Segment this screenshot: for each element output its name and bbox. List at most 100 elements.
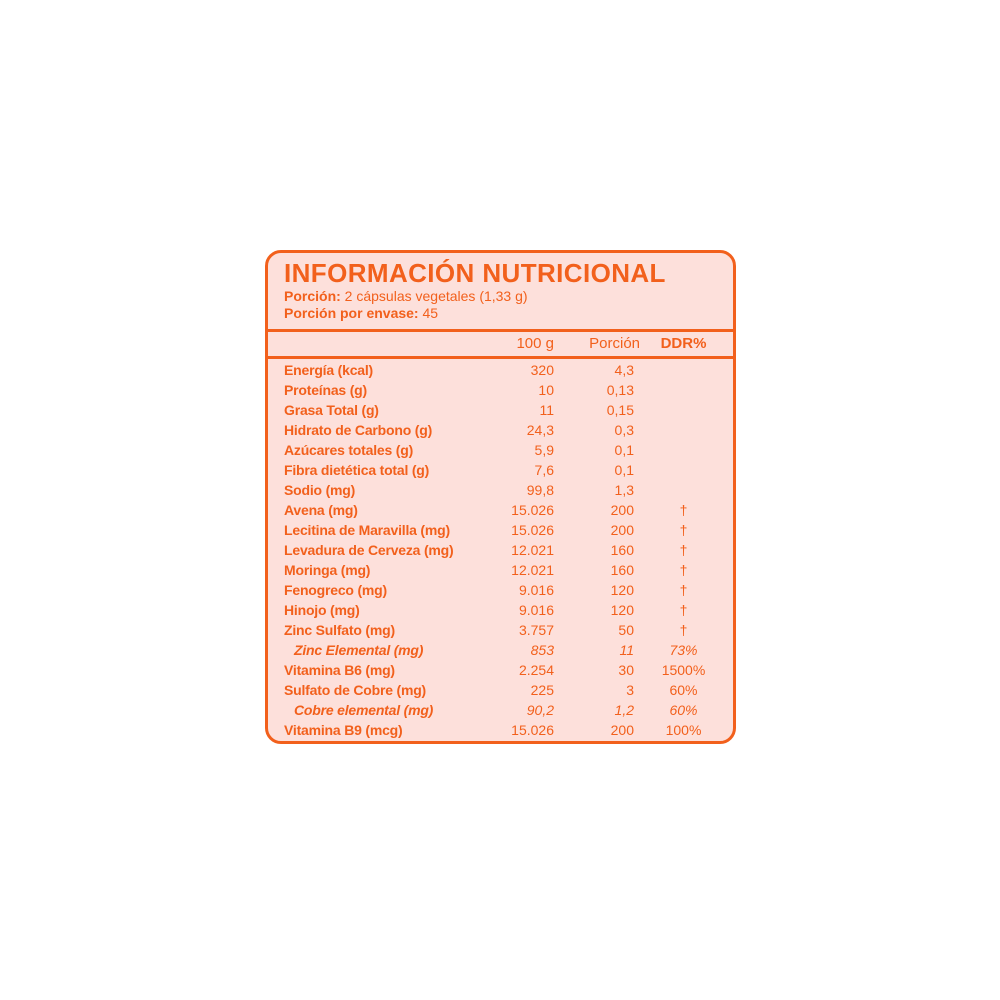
servings-per-container-label: Porción por envase: xyxy=(284,305,419,321)
value-100g: 15.026 xyxy=(511,522,554,538)
value-ddr: † xyxy=(679,522,688,538)
value-100g: 15.026 xyxy=(511,722,554,738)
row-label: Grasa Total (g) xyxy=(284,402,379,418)
value-ddr: † xyxy=(679,562,688,578)
value-portion: 11 xyxy=(619,642,634,658)
value-100g: 10 xyxy=(538,382,554,398)
value-portion: 3 xyxy=(626,682,634,698)
value-100g: 225 xyxy=(530,682,554,698)
value-100g: 99,8 xyxy=(526,482,554,498)
row-label: Hinojo (mg) xyxy=(284,602,360,618)
table-row: Avena (mg) 15.026 200 † xyxy=(268,500,733,520)
table-row: Vitamina B9 (mcg) 15.026 200 100% xyxy=(268,720,733,740)
value-ddr: † xyxy=(679,582,688,598)
row-label: Sulfato de Cobre (mg) xyxy=(284,682,427,698)
row-label: Lecitina de Maravilla (mg) xyxy=(284,522,450,538)
value-portion: 0,15 xyxy=(606,402,634,418)
value-portion: 120 xyxy=(610,602,634,618)
value-ddr: † xyxy=(679,602,688,618)
column-header-row: 100 g Porción DDR% xyxy=(268,332,733,356)
nutrition-label-panel: INFORMACIÓN NUTRICIONAL Porción: 2 cápsu… xyxy=(265,250,736,744)
value-portion: 30 xyxy=(618,662,634,678)
value-100g: 9.016 xyxy=(518,602,554,618)
value-ddr: 60% xyxy=(669,702,698,718)
value-100g: 12.021 xyxy=(511,562,554,578)
value-portion: 200 xyxy=(610,502,634,518)
value-100g: 12.021 xyxy=(511,542,554,558)
table-row: Cobre elemental (mg) 90,2 1,2 60% xyxy=(268,700,733,720)
row-label: Vitamina B6 (mg) xyxy=(284,662,395,678)
table-row: Levadura de Cerveza (mg) 12.021 160 † xyxy=(268,540,733,560)
row-label: Levadura de Cerveza (mg) xyxy=(284,542,454,558)
table-row: Lecitina de Maravilla (mg) 15.026 200 † xyxy=(268,520,733,540)
table-row: Vitamina B6 (mg) 2.254 30 1500% xyxy=(268,660,733,680)
label-header: INFORMACIÓN NUTRICIONAL Porción: 2 cápsu… xyxy=(268,253,733,329)
value-100g: 7,6 xyxy=(534,462,554,478)
row-label: Moringa (mg) xyxy=(284,562,371,578)
row-label: Zinc Sulfato (mg) xyxy=(284,622,395,638)
row-label: Zinc Elemental (mg) xyxy=(294,642,424,658)
row-label: Energía (kcal) xyxy=(284,362,374,378)
table-row: Fibra dietética total (g) 7,6 0,1 xyxy=(268,460,733,480)
table-row: Zinc Elemental (mg) 853 11 73% xyxy=(268,640,733,660)
table-row: Sodio (mg) 99,8 1,3 xyxy=(268,480,733,500)
serving-size-label: Porción: xyxy=(284,288,341,304)
row-label: Avena (mg) xyxy=(284,502,358,518)
row-label: Proteínas (g) xyxy=(284,382,367,398)
nutrition-title: INFORMACIÓN NUTRICIONAL xyxy=(284,258,666,288)
column-header-ddr: DDR% xyxy=(660,335,707,352)
value-portion: 0,1 xyxy=(614,442,634,458)
value-ddr: 1500% xyxy=(661,662,706,678)
table-row: Sulfato de Cobre (mg) 225 3 60% xyxy=(268,680,733,700)
table-row: Proteínas (g) 10 0,13 xyxy=(268,380,733,400)
servings-per-container-value: 45 xyxy=(422,305,439,321)
value-100g: 5,9 xyxy=(534,442,554,458)
table-row: Fenogreco (mg) 9.016 120 † xyxy=(268,580,733,600)
value-portion: 50 xyxy=(618,622,634,638)
row-label: Cobre elemental (mg) xyxy=(294,702,434,718)
serving-size-value: 2 cápsulas vegetales (1,33 g) xyxy=(344,288,528,304)
value-portion: 0,13 xyxy=(606,382,634,398)
value-100g: 24,3 xyxy=(526,422,554,438)
table-row: Energía (kcal) 320 4,3 xyxy=(268,360,733,380)
value-portion: 4,3 xyxy=(614,362,634,378)
value-portion: 200 xyxy=(610,722,634,738)
table-row: Moringa (mg) 12.021 160 † xyxy=(268,560,733,580)
value-100g: 320 xyxy=(530,362,554,378)
divider-bottom xyxy=(268,356,733,359)
row-label: Vitamina B9 (mcg) xyxy=(284,722,403,738)
value-100g: 9.016 xyxy=(518,582,554,598)
value-100g: 3.757 xyxy=(518,622,554,638)
table-row: Hinojo (mg) 9.016 120 † xyxy=(268,600,733,620)
value-100g: 11 xyxy=(539,402,554,418)
row-label: Fibra dietética total (g) xyxy=(284,462,430,478)
value-100g: 853 xyxy=(530,642,554,658)
value-ddr: † xyxy=(679,542,688,558)
column-header-portion: Porción xyxy=(589,335,640,352)
value-portion: 120 xyxy=(610,582,634,598)
nutrient-table: Energía (kcal) 320 4,3 Proteínas (g) 10 0,13 G… xyxy=(268,359,733,740)
value-portion: 0,1 xyxy=(614,462,634,478)
value-ddr: 60% xyxy=(669,682,698,698)
row-label: Sodio (mg) xyxy=(284,482,356,498)
table-row: Grasa Total (g) 11 0,15 xyxy=(268,400,733,420)
table-row: Hidrato de Carbono (g) 24,3 0,3 xyxy=(268,420,733,440)
value-100g: 15.026 xyxy=(511,502,554,518)
value-ddr: † xyxy=(679,622,688,638)
table-row: Azúcares totales (g) 5,9 0,1 xyxy=(268,440,733,460)
value-portion: 160 xyxy=(610,562,634,578)
table-row: Zinc Sulfato (mg) 3.757 50 † xyxy=(268,620,733,640)
value-portion: 160 xyxy=(610,542,634,558)
value-100g: 2.254 xyxy=(518,662,554,678)
value-ddr: 100% xyxy=(665,722,702,738)
serving-size-line: Porción: 2 cápsulas vegetales (1,33 g) xyxy=(284,289,719,304)
value-portion: 0,3 xyxy=(614,422,634,438)
value-portion: 1,3 xyxy=(614,482,634,498)
value-ddr: † xyxy=(679,502,688,518)
row-label: Azúcares totales (g) xyxy=(284,442,414,458)
row-label: Hidrato de Carbono (g) xyxy=(284,422,433,438)
value-100g: 90,2 xyxy=(526,702,554,718)
servings-per-container-line: Porción por envase: 45 xyxy=(284,306,719,321)
value-ddr: 73% xyxy=(669,642,698,658)
